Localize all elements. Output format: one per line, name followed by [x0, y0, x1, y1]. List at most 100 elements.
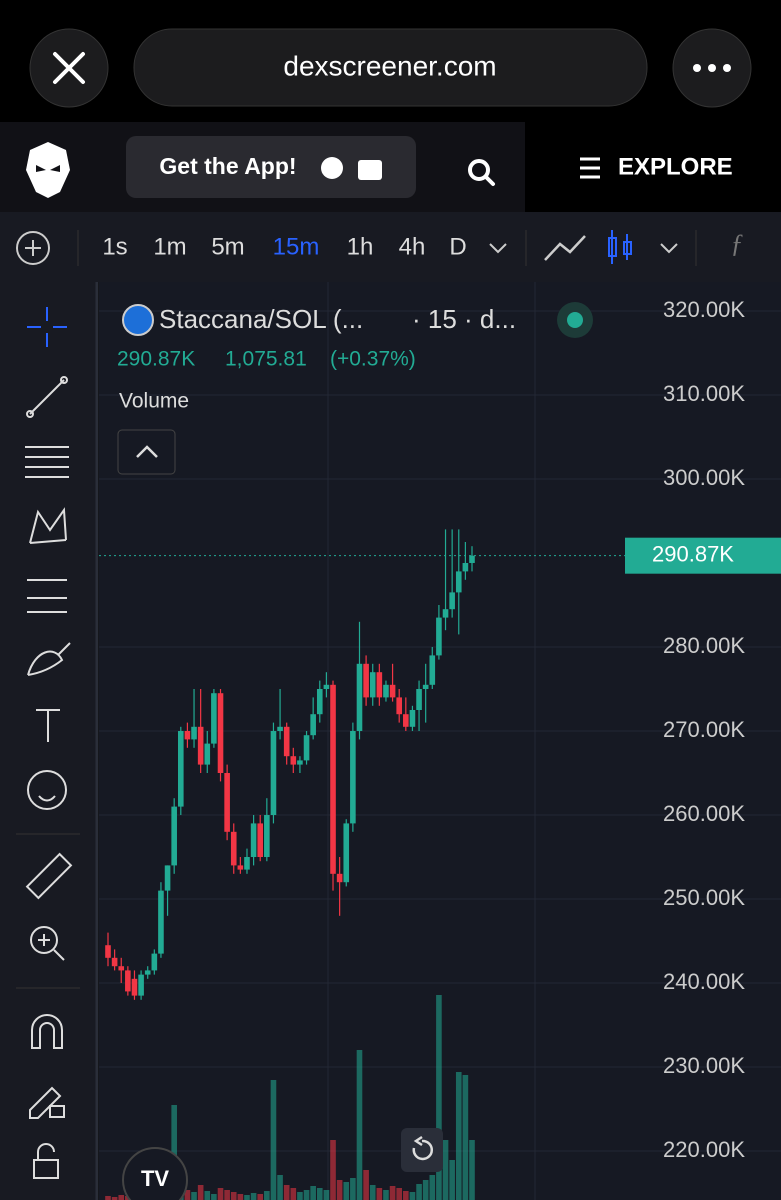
search-icon[interactable]	[468, 159, 490, 181]
close-icon	[53, 52, 85, 84]
url-bar[interactable]	[133, 28, 648, 107]
line-chart-icon[interactable]	[544, 235, 586, 261]
y-tick-label: 270.00K	[663, 717, 745, 742]
volume-bar	[171, 1105, 177, 1200]
explore-area	[525, 122, 781, 212]
candle-body	[422, 684, 429, 690]
volume-bar	[217, 1188, 224, 1200]
volume-bar	[230, 1192, 237, 1200]
y-tick-label: 240.00K	[663, 969, 745, 994]
candle-body	[244, 857, 250, 870]
candle-body	[403, 714, 409, 727]
y-tick-label: 230.00K	[663, 1053, 745, 1078]
collapse-button[interactable]	[117, 429, 176, 475]
candle-body	[290, 756, 297, 765]
volume-bar	[356, 1050, 363, 1200]
y-tick-label: 320.00K	[663, 297, 745, 322]
chart-toolbar	[0, 212, 781, 282]
candle-body	[442, 609, 449, 618]
candle-body	[316, 689, 323, 715]
volume-bar	[244, 1195, 250, 1200]
candle-body	[178, 731, 184, 807]
volume-bar	[469, 1140, 475, 1200]
candle-body	[330, 684, 336, 874]
timeframe[interactable]: 1s	[102, 233, 127, 260]
y-tick-label: 260.00K	[663, 801, 745, 826]
volume-bar	[197, 1185, 204, 1200]
logo-eyes	[36, 165, 60, 172]
volume-bar	[257, 1194, 264, 1200]
dropdown[interactable]	[489, 243, 507, 254]
candle-body	[363, 663, 369, 698]
chart-subtitle: · 15 · d...	[412, 304, 516, 334]
app-button[interactable]	[126, 136, 416, 198]
volume-bar	[283, 1185, 290, 1200]
timeframe[interactable]: 4h	[399, 233, 426, 260]
candle-body	[323, 684, 330, 690]
volume-bar	[350, 1178, 356, 1200]
tv-logo-text: TV	[141, 1166, 169, 1191]
timeframe[interactable]: 1m	[153, 233, 186, 260]
volume-bar	[336, 1180, 343, 1200]
reset-icon	[412, 1135, 434, 1161]
volume-bar	[376, 1188, 383, 1200]
candle-body	[144, 970, 151, 975]
dropdown[interactable]	[660, 243, 678, 254]
volume-bar	[264, 1191, 270, 1200]
volume-bar	[363, 1170, 369, 1200]
volume-bar	[449, 1160, 455, 1200]
volume-bar	[403, 1191, 409, 1200]
volume-bar	[118, 1195, 125, 1200]
volume-bar	[250, 1193, 257, 1200]
candle-body	[416, 689, 422, 711]
candle-body	[217, 693, 224, 774]
volume-bar	[277, 1175, 283, 1200]
candle-body	[138, 974, 144, 996]
timeframe[interactable]: 5m	[211, 233, 244, 260]
candle-body	[171, 806, 177, 866]
timeframe[interactable]: 15m	[273, 233, 320, 260]
volume-bar	[224, 1190, 230, 1200]
candle-body	[297, 760, 303, 765]
indicators-icon[interactable]: ƒ	[731, 229, 744, 258]
candle-body	[356, 663, 363, 732]
tool-separators	[16, 833, 80, 989]
volume-bar	[343, 1182, 350, 1200]
volume-bar	[436, 995, 442, 1200]
explore-label[interactable]: EXPLORE	[618, 153, 733, 180]
logo[interactable]	[26, 142, 70, 198]
candle-body	[462, 562, 469, 572]
candle-body	[184, 731, 191, 740]
timeframe[interactable]: 1h	[347, 233, 374, 260]
volume-bar	[389, 1186, 396, 1200]
tool-icons[interactable]	[25, 307, 73, 1179]
candle-body	[230, 831, 237, 866]
timeframes: 1s 1m 5m 15m 1h 4h D	[102, 233, 466, 260]
timeframe[interactable]: D	[449, 233, 466, 260]
candle-body	[211, 693, 217, 744]
legend-change-pct: (+0.37%)	[330, 348, 416, 371]
url: dexscreener.com	[283, 50, 496, 81]
candle-body	[105, 945, 111, 958]
candle-body	[350, 731, 356, 824]
explore-icon	[580, 157, 600, 179]
add-indicator[interactable]	[16, 231, 50, 265]
tv-logo[interactable]	[122, 1147, 188, 1200]
candle-icon[interactable]	[608, 230, 632, 264]
reset-button[interactable]	[401, 1128, 443, 1172]
candle-body	[396, 697, 402, 715]
volume-label: Volume	[119, 390, 189, 413]
volume-bar	[191, 1192, 197, 1200]
legend-price: 290.87K	[117, 348, 195, 371]
volume-bar	[409, 1192, 416, 1200]
volume-bar	[396, 1188, 402, 1200]
candle-body	[455, 571, 462, 593]
volume-bar	[323, 1190, 330, 1200]
candle-body	[336, 873, 343, 883]
candle-body	[436, 617, 442, 656]
chevron	[136, 445, 158, 458]
volume-bar	[303, 1190, 310, 1200]
volume-bar	[105, 1196, 111, 1200]
menu-dots	[693, 64, 731, 72]
